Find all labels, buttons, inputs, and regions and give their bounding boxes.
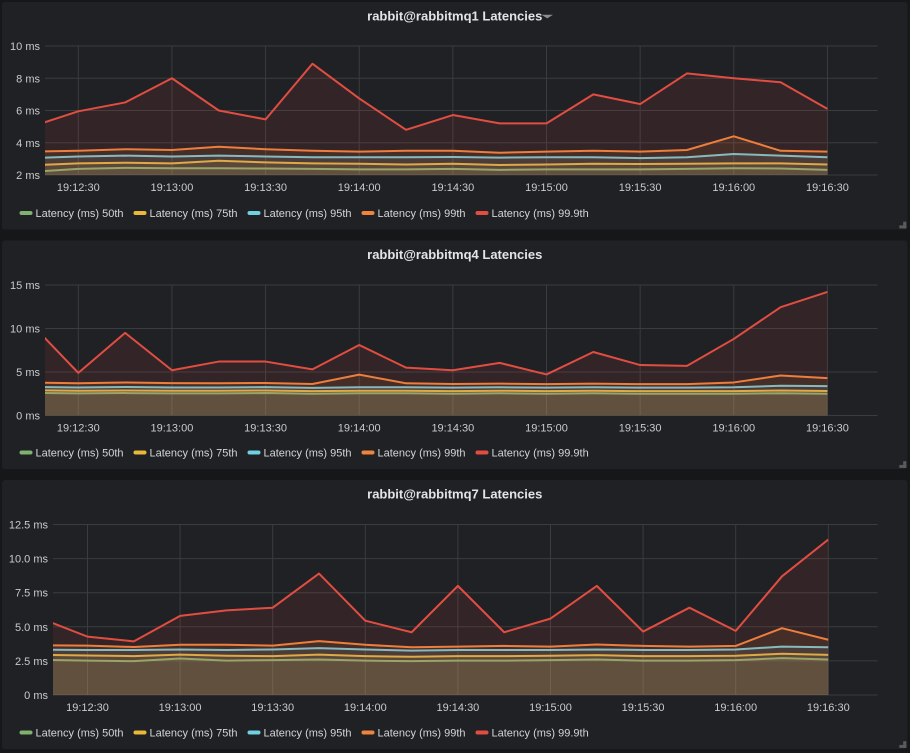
svg-text:19:15:30: 19:15:30 <box>619 423 662 435</box>
svg-text:Latency (ms) 95th: Latency (ms) 95th <box>264 728 352 740</box>
svg-text:2 ms: 2 ms <box>16 170 40 182</box>
svg-text:19:12:30: 19:12:30 <box>57 423 100 435</box>
svg-text:5.0 ms: 5.0 ms <box>15 622 49 634</box>
svg-text:7.5 ms: 7.5 ms <box>15 588 49 600</box>
svg-text:Latency (ms) 99.9th: Latency (ms) 99.9th <box>492 208 589 220</box>
svg-text:rabbit@rabbitmq4 Latencies: rabbit@rabbitmq4 Latencies <box>367 247 542 262</box>
svg-text:19:15:00: 19:15:00 <box>529 702 572 714</box>
svg-text:rabbit@rabbitmq7 Latencies: rabbit@rabbitmq7 Latencies <box>367 487 542 502</box>
svg-text:19:15:00: 19:15:00 <box>525 182 568 194</box>
svg-text:19:16:30: 19:16:30 <box>807 702 850 714</box>
svg-text:Latency (ms) 99th: Latency (ms) 99th <box>378 448 466 460</box>
svg-text:Latency (ms) 50th: Latency (ms) 50th <box>36 448 124 460</box>
svg-text:19:13:00: 19:13:00 <box>151 182 194 194</box>
svg-text:19:15:30: 19:15:30 <box>619 182 662 194</box>
svg-text:19:13:30: 19:13:30 <box>251 702 294 714</box>
svg-text:Latency (ms) 95th: Latency (ms) 95th <box>264 208 352 220</box>
svg-text:19:14:00: 19:14:00 <box>344 702 387 714</box>
svg-text:19:14:30: 19:14:30 <box>431 182 474 194</box>
svg-text:15 ms: 15 ms <box>10 280 40 292</box>
svg-text:10.0 ms: 10.0 ms <box>9 554 49 566</box>
svg-text:19:15:00: 19:15:00 <box>525 423 568 435</box>
svg-text:4 ms: 4 ms <box>16 138 40 150</box>
svg-text:19:13:00: 19:13:00 <box>159 702 202 714</box>
svg-text:6 ms: 6 ms <box>16 106 40 118</box>
svg-text:Latency (ms) 99.9th: Latency (ms) 99.9th <box>492 728 589 740</box>
svg-text:Latency (ms) 75th: Latency (ms) 75th <box>150 208 238 220</box>
svg-text:Latency (ms) 99th: Latency (ms) 99th <box>378 728 466 740</box>
svg-text:2.5 ms: 2.5 ms <box>15 656 49 668</box>
svg-text:19:13:00: 19:13:00 <box>151 423 194 435</box>
svg-text:19:16:30: 19:16:30 <box>806 423 849 435</box>
svg-text:19:16:00: 19:16:00 <box>714 702 757 714</box>
svg-text:19:14:30: 19:14:30 <box>431 423 474 435</box>
svg-text:Latency (ms) 50th: Latency (ms) 50th <box>36 728 124 740</box>
svg-text:rabbit@rabbitmq1 Latencies: rabbit@rabbitmq1 Latencies <box>367 9 542 24</box>
svg-text:Latency (ms) 99.9th: Latency (ms) 99.9th <box>492 448 589 460</box>
svg-text:5 ms: 5 ms <box>16 367 40 379</box>
svg-text:10 ms: 10 ms <box>10 41 40 53</box>
svg-text:19:14:00: 19:14:00 <box>338 423 381 435</box>
svg-text:8 ms: 8 ms <box>16 73 40 85</box>
svg-text:19:16:30: 19:16:30 <box>806 182 849 194</box>
svg-text:19:12:30: 19:12:30 <box>57 182 100 194</box>
svg-text:19:13:30: 19:13:30 <box>244 423 287 435</box>
svg-text:19:16:00: 19:16:00 <box>712 423 755 435</box>
svg-text:Latency (ms) 50th: Latency (ms) 50th <box>36 208 124 220</box>
svg-text:19:12:30: 19:12:30 <box>66 702 109 714</box>
svg-text:19:14:00: 19:14:00 <box>338 182 381 194</box>
svg-text:0 ms: 0 ms <box>16 411 40 423</box>
svg-text:12.5 ms: 12.5 ms <box>9 520 49 532</box>
svg-text:Latency (ms) 95th: Latency (ms) 95th <box>264 448 352 460</box>
svg-text:19:15:30: 19:15:30 <box>622 702 665 714</box>
svg-text:10 ms: 10 ms <box>10 324 40 336</box>
svg-text:19:13:30: 19:13:30 <box>244 182 287 194</box>
svg-text:0 ms: 0 ms <box>24 690 48 702</box>
svg-text:19:14:30: 19:14:30 <box>436 702 479 714</box>
svg-text:Latency (ms) 75th: Latency (ms) 75th <box>150 448 238 460</box>
svg-text:Latency (ms) 99th: Latency (ms) 99th <box>378 208 466 220</box>
svg-text:19:16:00: 19:16:00 <box>712 182 755 194</box>
svg-text:Latency (ms) 75th: Latency (ms) 75th <box>150 728 238 740</box>
